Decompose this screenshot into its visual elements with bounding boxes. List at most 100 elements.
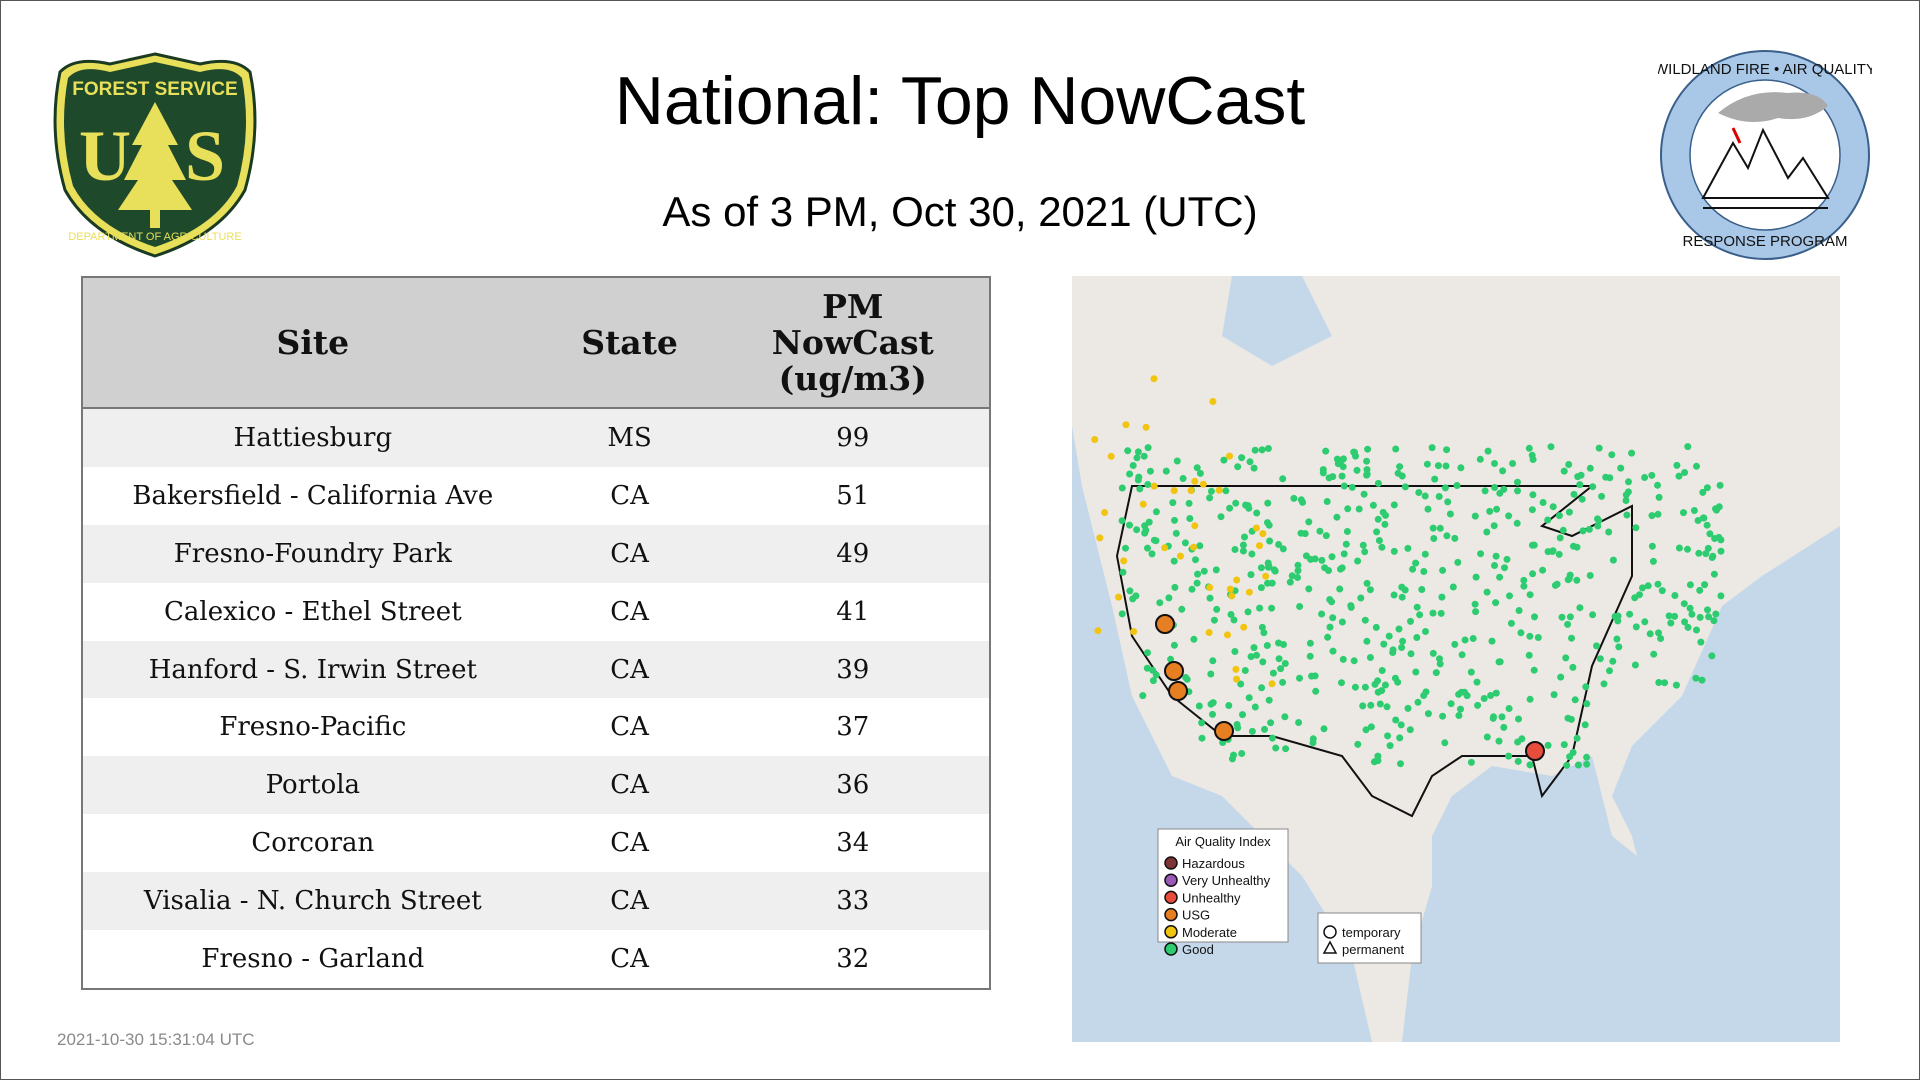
aqi-dot-good [1207, 487, 1215, 495]
aqi-dot-good [1530, 666, 1538, 674]
aqi-dot-good [1628, 449, 1636, 457]
aqi-dot-good [1389, 649, 1397, 656]
aqi-dot-good [1412, 668, 1420, 676]
aqi-dot-good [1583, 700, 1591, 708]
aqi-dot-good [1609, 657, 1617, 665]
aqi-dot-good [1429, 649, 1437, 657]
aqi-dot-good [1671, 592, 1679, 599]
aqi-dot-good [1641, 618, 1649, 626]
aqi-dot-good [1568, 634, 1575, 642]
aqi-dot-good [1514, 757, 1522, 765]
aqi-dot-good [1654, 510, 1662, 518]
aqi-dot-good [1415, 489, 1423, 496]
table-header-row: Site State PM NowCast (ug/m3) [82, 277, 990, 409]
aqi-dot-unhealthy [1525, 741, 1545, 761]
aqi-dot-good [1326, 596, 1334, 603]
aqi-dot-good [1696, 586, 1704, 594]
aqi-dot-good [1692, 674, 1700, 682]
aqi-dot-good [1528, 506, 1536, 514]
aqi-dot-good [1525, 444, 1533, 452]
aqi-dot-good [1424, 505, 1432, 513]
aqi-dot-good [1338, 679, 1345, 687]
aqi-dot-good [1395, 625, 1403, 633]
cell-state: CA [542, 582, 717, 641]
aqi-dot-good [1169, 499, 1177, 507]
aqi-dot-good [1606, 667, 1613, 675]
cell-state: CA [542, 524, 717, 583]
aqi-dot-moderate [1139, 500, 1147, 508]
aqi-dot-good [1423, 460, 1431, 468]
aqi-dot-good [1244, 502, 1252, 510]
aqi-dot-good [1261, 725, 1268, 733]
aqi-dot-good [1515, 715, 1522, 723]
aqi-dot-good [1374, 757, 1382, 765]
aqi-dot-good [1238, 750, 1246, 757]
legend-label: Hazardous [1182, 856, 1245, 871]
aqi-dot-good [1681, 618, 1689, 626]
aqi-dot-good [1264, 499, 1272, 507]
aqi-dot-good [1657, 635, 1665, 642]
triangle-icon [1322, 940, 1338, 954]
aqi-dot-good [1232, 499, 1240, 507]
aqi-dot-good [1213, 605, 1221, 613]
aqi-dot-good [1257, 564, 1265, 572]
aqi-dot-good [1280, 641, 1287, 648]
aqi-dot-good [1413, 634, 1421, 641]
aqi-dot-good [1461, 636, 1469, 644]
aqi-dot-good [1573, 734, 1581, 742]
aqi-dot-good [1549, 503, 1557, 511]
aqi-dot-good [1412, 559, 1420, 567]
aqi-dot-good [1444, 498, 1452, 506]
aqi-dot-good [1439, 712, 1447, 720]
aqi-dot-good [1606, 474, 1614, 482]
aqi-dot-good [1505, 705, 1513, 712]
aqi-dot-good [1144, 544, 1151, 552]
aqi-dot-good [1556, 534, 1564, 542]
aqi-dot-moderate [1245, 588, 1253, 596]
aqi-dot-good [1655, 629, 1662, 637]
legend-swatch-icon [1164, 890, 1178, 905]
aqi-dot-good [1328, 553, 1336, 561]
aqi-dot-good [1351, 683, 1359, 691]
aqi-dot-moderate [1094, 627, 1102, 635]
aqi-dot-usg [1155, 614, 1175, 634]
aqi-dot-good [1324, 633, 1332, 641]
aqi-dot-good [1467, 668, 1475, 676]
aqi-dot-good [1118, 610, 1126, 618]
aqi-map: Air Quality Index Hazardous Very Unhealthy… [1072, 276, 1840, 1042]
aqi-dot-good [1231, 546, 1239, 553]
cell-value: 34 [716, 814, 990, 873]
aqi-dot-good [1290, 494, 1298, 502]
aqi-dot-good [1593, 642, 1600, 650]
aqi-dot-good [1220, 456, 1228, 464]
aqi-dot-good [1258, 684, 1266, 692]
aqi-dot-good [1671, 612, 1679, 620]
aqi-dot-good [1526, 761, 1534, 769]
aqi-dot-good [1709, 552, 1717, 560]
aqi-dot-good [1340, 482, 1348, 490]
aqi-dot-good [1526, 591, 1534, 599]
aqi-dot-good [1560, 741, 1568, 749]
cell-value: 33 [716, 872, 990, 931]
aqi-dot-usg [1168, 681, 1188, 701]
aqi-dot-good [1226, 504, 1234, 512]
aqi-dot-good [1436, 655, 1443, 663]
aqi-dot-good [1145, 518, 1153, 526]
aqi-dot-good [1281, 660, 1289, 667]
aqi-dot-good [1509, 460, 1517, 467]
aqi-dot-good [1306, 652, 1314, 660]
aqi-dot-good [1366, 586, 1374, 594]
aqi-dot-good [1329, 647, 1337, 655]
aqi-dot-good [1338, 618, 1346, 626]
aqi-dot-good [1230, 616, 1238, 624]
aqi-dot-good [1457, 705, 1464, 713]
aqi-dot-moderate [1228, 592, 1236, 600]
aqi-dot-good [1347, 603, 1355, 611]
aqi-dot-moderate [1226, 452, 1233, 460]
aqi-dot-good [1198, 734, 1206, 742]
aqi-dot-good [1661, 679, 1669, 687]
aqi-dot-good [1515, 607, 1523, 614]
aqi-dot-moderate [1101, 509, 1109, 516]
aqi-dot-good [1294, 561, 1302, 569]
aqi-dot-good [1225, 702, 1233, 709]
